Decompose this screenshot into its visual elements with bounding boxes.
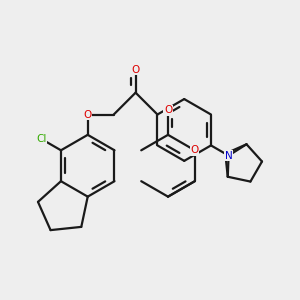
Text: O: O [191, 145, 199, 155]
Text: O: O [84, 110, 92, 119]
Text: Cl: Cl [36, 134, 46, 144]
Text: N: N [225, 151, 232, 160]
Text: O: O [164, 105, 172, 116]
Text: O: O [131, 65, 140, 75]
